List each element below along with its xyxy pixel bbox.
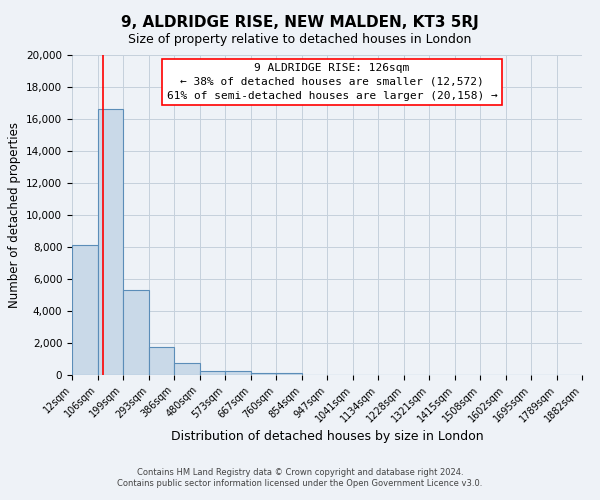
Text: Size of property relative to detached houses in London: Size of property relative to detached ho…: [128, 32, 472, 46]
Text: 9, ALDRIDGE RISE, NEW MALDEN, KT3 5RJ: 9, ALDRIDGE RISE, NEW MALDEN, KT3 5RJ: [121, 15, 479, 30]
Text: 9 ALDRIDGE RISE: 126sqm
← 38% of detached houses are smaller (12,572)
61% of sem: 9 ALDRIDGE RISE: 126sqm ← 38% of detache…: [167, 63, 497, 101]
Bar: [72, 246, 98, 375]
X-axis label: Distribution of detached houses by size in London: Distribution of detached houses by size …: [170, 430, 484, 442]
Bar: [276, 373, 302, 375]
Bar: [123, 290, 149, 375]
Bar: [149, 347, 174, 375]
Bar: [251, 373, 276, 375]
Bar: [225, 370, 251, 375]
Bar: [174, 363, 200, 375]
Bar: [200, 370, 225, 375]
Y-axis label: Number of detached properties: Number of detached properties: [8, 122, 20, 308]
Bar: [98, 110, 123, 375]
Text: Contains HM Land Registry data © Crown copyright and database right 2024.
Contai: Contains HM Land Registry data © Crown c…: [118, 468, 482, 487]
